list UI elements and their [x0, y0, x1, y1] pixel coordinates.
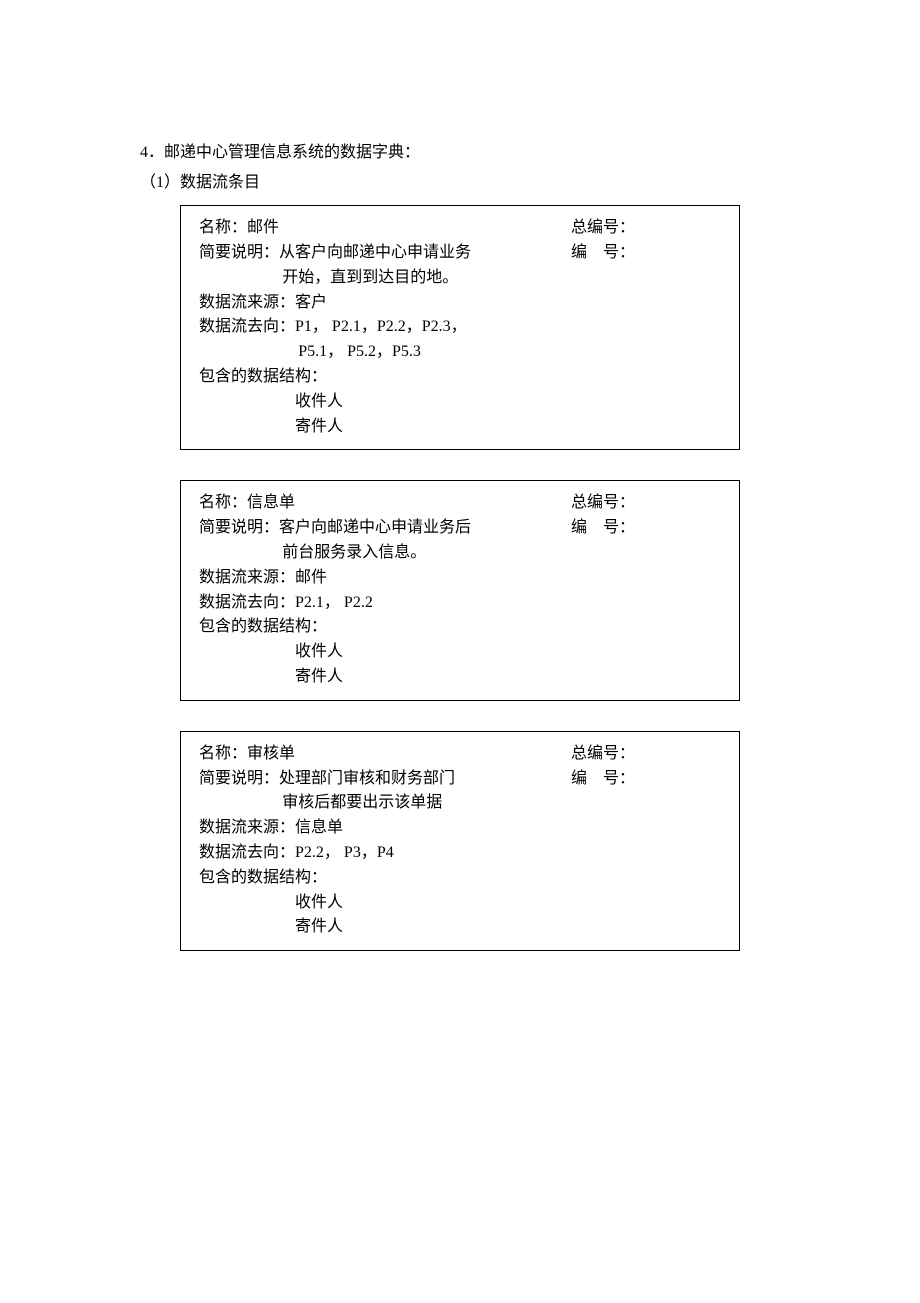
label-description: 简要说明：	[199, 519, 279, 536]
label-total-number: 总编号：	[571, 742, 721, 767]
label-source: 数据流来源：	[199, 819, 295, 836]
label-number: 编 号：	[571, 767, 721, 792]
label-description: 简要说明：	[199, 770, 279, 787]
value-structure-1: 收件人	[199, 891, 721, 916]
value-name: 邮件	[247, 219, 279, 236]
value-description-line2: 前台服务录入信息。	[199, 541, 721, 566]
label-total-number: 总编号：	[571, 216, 721, 241]
data-dictionary-entry: 名称：审核单 总编号： 简要说明：处理部门审核和财务部门 编 号： 审核后都要出…	[180, 731, 740, 951]
label-structure: 包含的数据结构：	[199, 365, 721, 390]
value-structure-1: 收件人	[199, 640, 721, 665]
value-destination-line1: P1， P2.1，P2.2，P2.3，	[295, 318, 467, 335]
label-destination: 数据流去向：	[199, 594, 295, 611]
label-structure: 包含的数据结构：	[199, 866, 721, 891]
label-source: 数据流来源：	[199, 569, 295, 586]
label-description: 简要说明：	[199, 244, 279, 261]
value-description-line2: 审核后都要出示该单据	[199, 791, 721, 816]
value-description-line2: 开始，直到到达目的地。	[199, 266, 721, 291]
value-description-line1: 客户向邮递中心申请业务后	[279, 519, 471, 536]
subsection-heading-1: （1）数据流条目	[140, 170, 790, 196]
label-destination: 数据流去向：	[199, 844, 295, 861]
document-page: 4．邮递中心管理信息系统的数据字典： （1）数据流条目 名称：邮件 总编号： 简…	[0, 0, 920, 951]
value-source: 邮件	[295, 569, 327, 586]
value-name: 审核单	[247, 745, 295, 762]
value-destination-line2: P5.1， P5.2，P5.3	[199, 340, 721, 365]
value-name: 信息单	[247, 494, 295, 511]
value-destination-line1: P2.1， P2.2	[295, 594, 373, 611]
value-description-line1: 从客户向邮递中心申请业务	[279, 244, 471, 261]
label-name: 名称：	[199, 219, 247, 236]
data-dictionary-entry: 名称：邮件 总编号： 简要说明：从客户向邮递中心申请业务 编 号： 开始，直到到…	[180, 205, 740, 450]
label-source: 数据流来源：	[199, 294, 295, 311]
label-destination: 数据流去向：	[199, 318, 295, 335]
label-name: 名称：	[199, 745, 247, 762]
data-dictionary-entry: 名称：信息单 总编号： 简要说明：客户向邮递中心申请业务后 编 号： 前台服务录…	[180, 480, 740, 700]
value-structure-2: 寄件人	[199, 415, 721, 440]
value-structure-2: 寄件人	[199, 915, 721, 940]
value-structure-2: 寄件人	[199, 665, 721, 690]
value-source: 信息单	[295, 819, 343, 836]
value-structure-1: 收件人	[199, 390, 721, 415]
value-description-line1: 处理部门审核和财务部门	[279, 770, 455, 787]
label-name: 名称：	[199, 494, 247, 511]
value-source: 客户	[295, 294, 327, 311]
value-destination-line1: P2.2， P3，P4	[295, 844, 394, 861]
label-structure: 包含的数据结构：	[199, 615, 721, 640]
label-number: 编 号：	[571, 516, 721, 541]
label-total-number: 总编号：	[571, 491, 721, 516]
section-heading-4: 4．邮递中心管理信息系统的数据字典：	[140, 140, 790, 166]
label-number: 编 号：	[571, 241, 721, 266]
